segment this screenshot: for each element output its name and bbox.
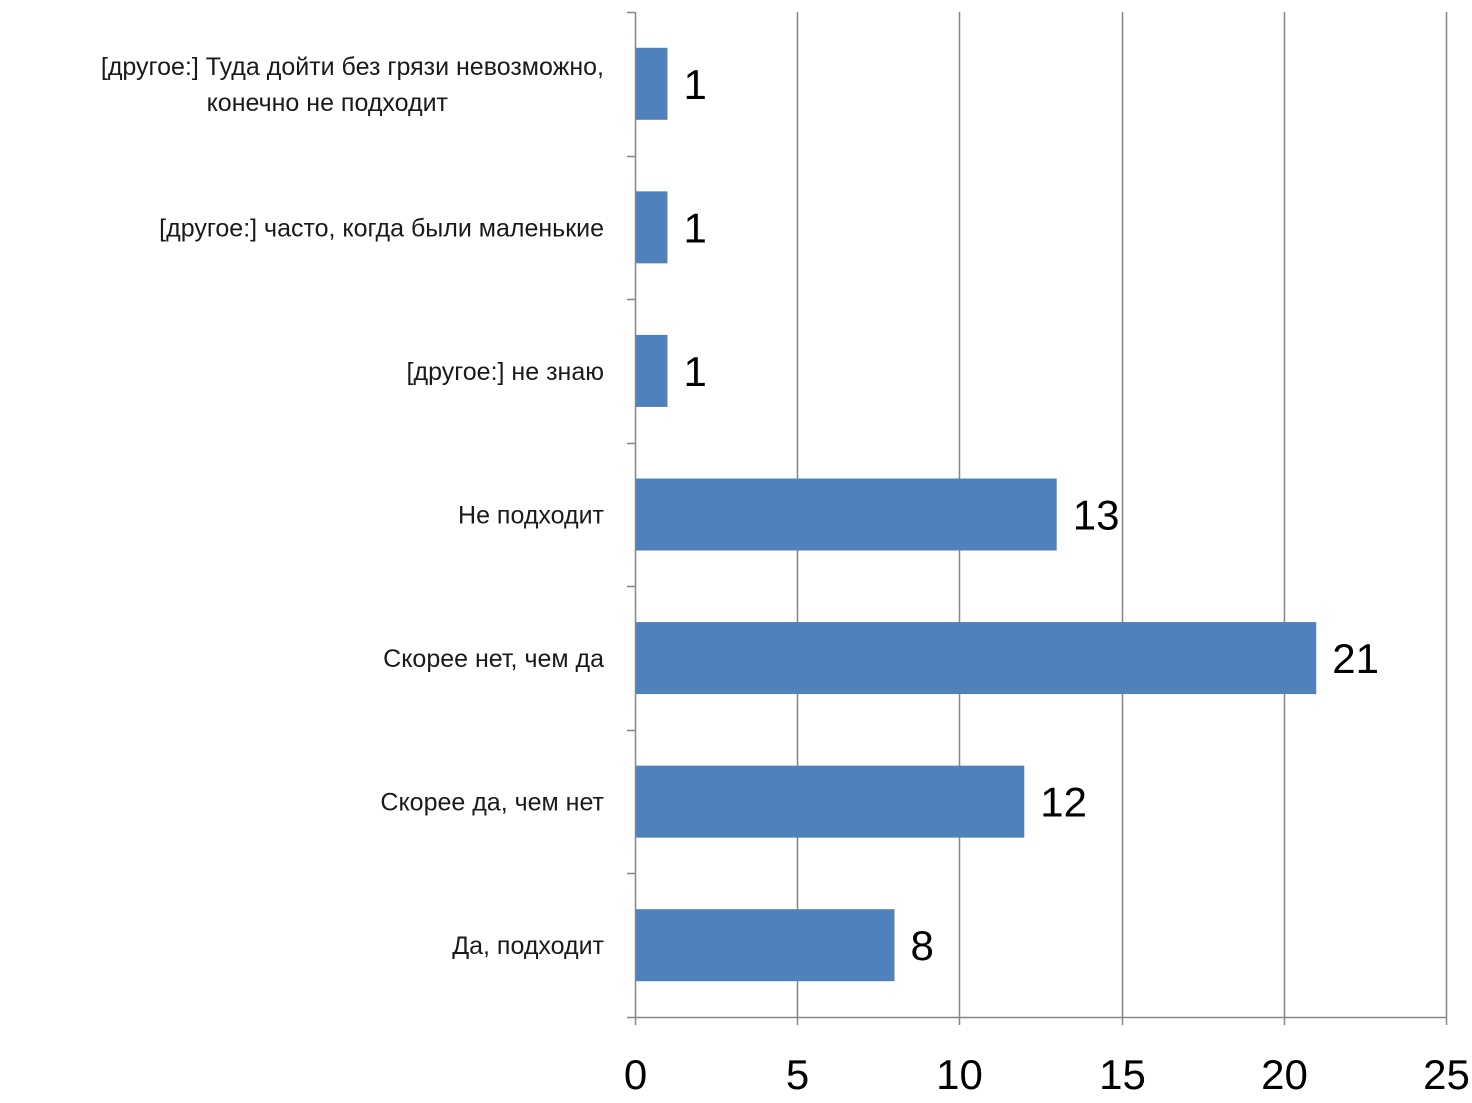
- grid-layer: [796, 12, 1448, 1017]
- x-tick-label: 5: [786, 1051, 809, 1098]
- x-tick-label: 25: [1423, 1051, 1470, 1098]
- bar: [635, 909, 895, 982]
- data-label: 21: [1332, 635, 1379, 682]
- category-label: [другое:] часто, когда были маленькие: [159, 214, 604, 242]
- data-label: 13: [1073, 492, 1120, 539]
- category-label: Скорее да, чем нет: [380, 789, 604, 817]
- x-tick-label: 10: [936, 1051, 983, 1098]
- data-label: 12: [1040, 779, 1087, 826]
- label-layer: 0 5 10 15 20 25 1 [другое:] Туда дойти без гряз…: [101, 53, 1470, 1098]
- x-tick-label: 15: [1099, 1051, 1146, 1098]
- bar: [635, 47, 668, 120]
- category-label-line: конечно не подходит: [207, 89, 449, 117]
- bar: [635, 765, 1025, 838]
- category-label-line: [другое:] Туда дойти без грязи невозможн…: [101, 53, 604, 81]
- category-label: [другое:] не знаю: [407, 358, 604, 386]
- category-label: Не подходит: [458, 502, 605, 530]
- bar: [635, 622, 1317, 695]
- category-label: [другое:] Туда дойти без грязи невозможн…: [101, 53, 604, 117]
- x-tick-label: 0: [624, 1051, 647, 1098]
- bar-layer: [635, 47, 1317, 982]
- data-label: 1: [683, 204, 706, 251]
- data-label: 8: [911, 922, 934, 969]
- data-label: 1: [683, 61, 706, 108]
- data-label: 1: [683, 348, 706, 395]
- category-label: Скорее нет, чем да: [383, 645, 604, 673]
- category-label: Да, подходит: [452, 932, 604, 960]
- bar: [635, 191, 668, 264]
- x-tick-label: 20: [1261, 1051, 1308, 1098]
- axis-layer: [627, 11, 1448, 1025]
- bar: [635, 334, 668, 407]
- bar: [635, 478, 1057, 551]
